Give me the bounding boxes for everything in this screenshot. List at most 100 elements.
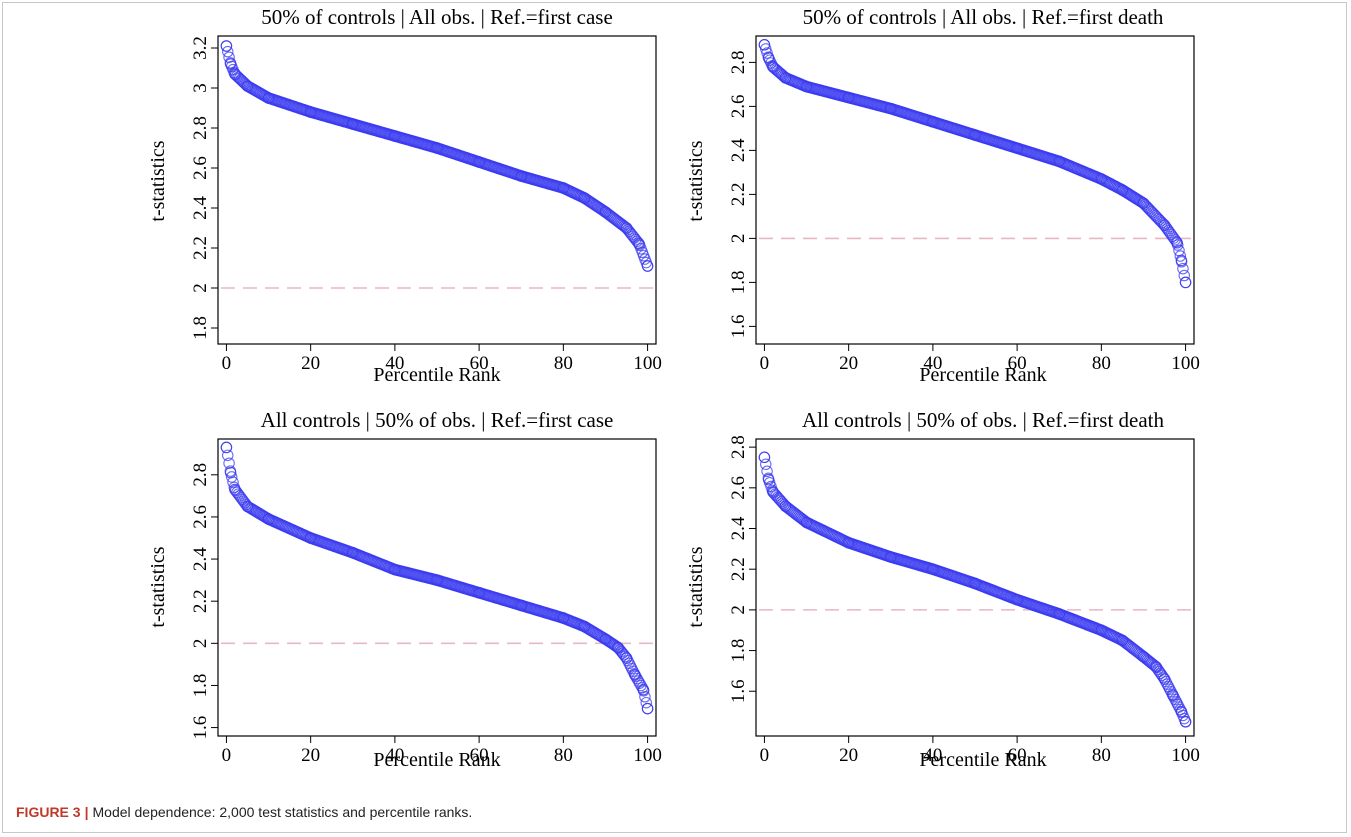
data-point [557, 182, 570, 194]
panel-1-points [220, 40, 654, 272]
data-point [639, 691, 651, 703]
panel-2: 50% of controls | All obs. | Ref.=first … [685, 5, 1200, 386]
data-point [885, 102, 897, 115]
data-point [1167, 689, 1179, 702]
data-point [969, 129, 981, 141]
panel-4-x-tick-label: 40 [923, 745, 942, 766]
panel-4-y-tick-label: 2.6 [728, 476, 749, 500]
caption-label: FIGURE 3 [16, 804, 81, 820]
panel-1-y-tick-label: 3.2 [190, 36, 211, 60]
data-point [241, 500, 254, 513]
data-point [629, 669, 641, 681]
data-point [885, 551, 897, 563]
panel-2-plot-box [755, 35, 1195, 345]
data-point [431, 574, 443, 586]
panel-4-x-tick-label: 0 [760, 745, 770, 766]
data-point [842, 91, 855, 104]
data-point [1175, 705, 1188, 718]
caption-text: Model dependence: 2,000 test statistics … [92, 804, 473, 820]
panel-1-y-tick-label: 3 [190, 83, 211, 93]
data-point [1177, 262, 1189, 275]
panel-2-x-tick-label: 80 [1092, 353, 1111, 374]
data-point [347, 118, 359, 130]
panel-4-points [758, 451, 1192, 728]
panel-3-xlabel: Percentile Rank [373, 749, 500, 771]
data-point [779, 72, 792, 84]
data-point [1095, 624, 1108, 636]
data-point [620, 222, 633, 234]
data-point [758, 451, 771, 464]
panel-3-y-tick-label: 2.4 [190, 547, 211, 571]
panel-1-x-tick-label: 0 [222, 353, 232, 374]
panel-4-axes: 0 20 40 60 80 100 1.6 1.8 2 2.2 2.4 2.6 2.8 [728, 435, 1200, 766]
data-point [1053, 608, 1065, 620]
panel-1-y-tick-label: 2.8 [190, 116, 211, 140]
panel-1-x-tick-label: 80 [554, 353, 573, 374]
panel-3-y-tick-label: 2 [190, 639, 211, 649]
data-point [969, 577, 981, 590]
data-point [1174, 250, 1187, 262]
panel-2-x-tick-label: 60 [1008, 353, 1027, 374]
data-point [1011, 142, 1023, 154]
panel-3-y-tick-label: 1.8 [190, 674, 211, 698]
data-point [347, 546, 359, 559]
data-point [229, 483, 241, 496]
data-point [221, 449, 234, 462]
data-point [1137, 650, 1150, 663]
data-point [1156, 669, 1168, 681]
data-point [229, 68, 241, 80]
data-point [220, 441, 233, 454]
panel-1-ylabel: t-statistics [147, 140, 169, 221]
panel-4-ylabel: t-statistics [685, 546, 707, 627]
data-point [1095, 173, 1108, 185]
panel-1-x-tick-label: 100 [633, 353, 662, 374]
panel-2-ylabel: t-statistics [685, 140, 707, 221]
data-point [224, 466, 237, 479]
data-point [637, 683, 650, 696]
panel-3-ylabel: t-statistics [147, 546, 169, 627]
figure-caption: FIGURE 3 | Model dependence: 2,000 test st… [16, 804, 472, 820]
data-point [1116, 634, 1129, 647]
data-point [927, 563, 939, 575]
panel-3-plot-box [217, 438, 657, 737]
panel-2-y-tick-label: 2.8 [728, 51, 749, 75]
panel-3-x-tick-label: 40 [385, 745, 404, 766]
panel-4-title: All controls | 50% of obs. | Ref.=first … [802, 408, 1165, 432]
data-point [800, 80, 813, 93]
data-point [618, 649, 630, 661]
panel-4: All controls | 50% of obs. | Ref.=first … [685, 408, 1200, 771]
panel-2-x-tick-label: 40 [923, 353, 942, 374]
data-point [262, 92, 275, 104]
data-point [1150, 661, 1162, 673]
data-point [762, 473, 775, 486]
panel-2-y-tick-label: 2.2 [728, 183, 749, 207]
data-point [578, 192, 591, 204]
panel-4-y-tick-label: 2.8 [728, 435, 749, 459]
panel-3-x-tick-label: 20 [301, 745, 320, 766]
panel-3: All controls | 50% of obs. | Ref.=first … [147, 408, 662, 771]
panel-4-x-tick-label: 60 [1008, 745, 1027, 766]
data-point [224, 58, 237, 70]
data-point [473, 587, 485, 599]
data-point [1053, 155, 1065, 168]
data-point [599, 633, 612, 645]
panel-4-y-tick-label: 2.4 [728, 516, 749, 540]
data-point [578, 620, 591, 633]
data-point [223, 457, 235, 469]
data-point [758, 39, 771, 51]
panel-2-y-tick-label: 1.6 [728, 315, 749, 339]
data-point [221, 45, 234, 58]
data-point [1137, 197, 1150, 209]
panel-2-title: 50% of controls | All obs. | Ref.=first … [803, 5, 1164, 29]
panel-1-x-tick-label: 60 [470, 353, 489, 374]
data-point [612, 641, 624, 654]
data-point [641, 260, 654, 272]
data-point [389, 130, 401, 142]
data-point [473, 156, 485, 168]
panel-3-x-tick-label: 100 [633, 745, 662, 766]
data-point [557, 612, 570, 624]
data-point [759, 458, 772, 471]
panel-2-y-tick-label: 2.4 [728, 138, 749, 162]
